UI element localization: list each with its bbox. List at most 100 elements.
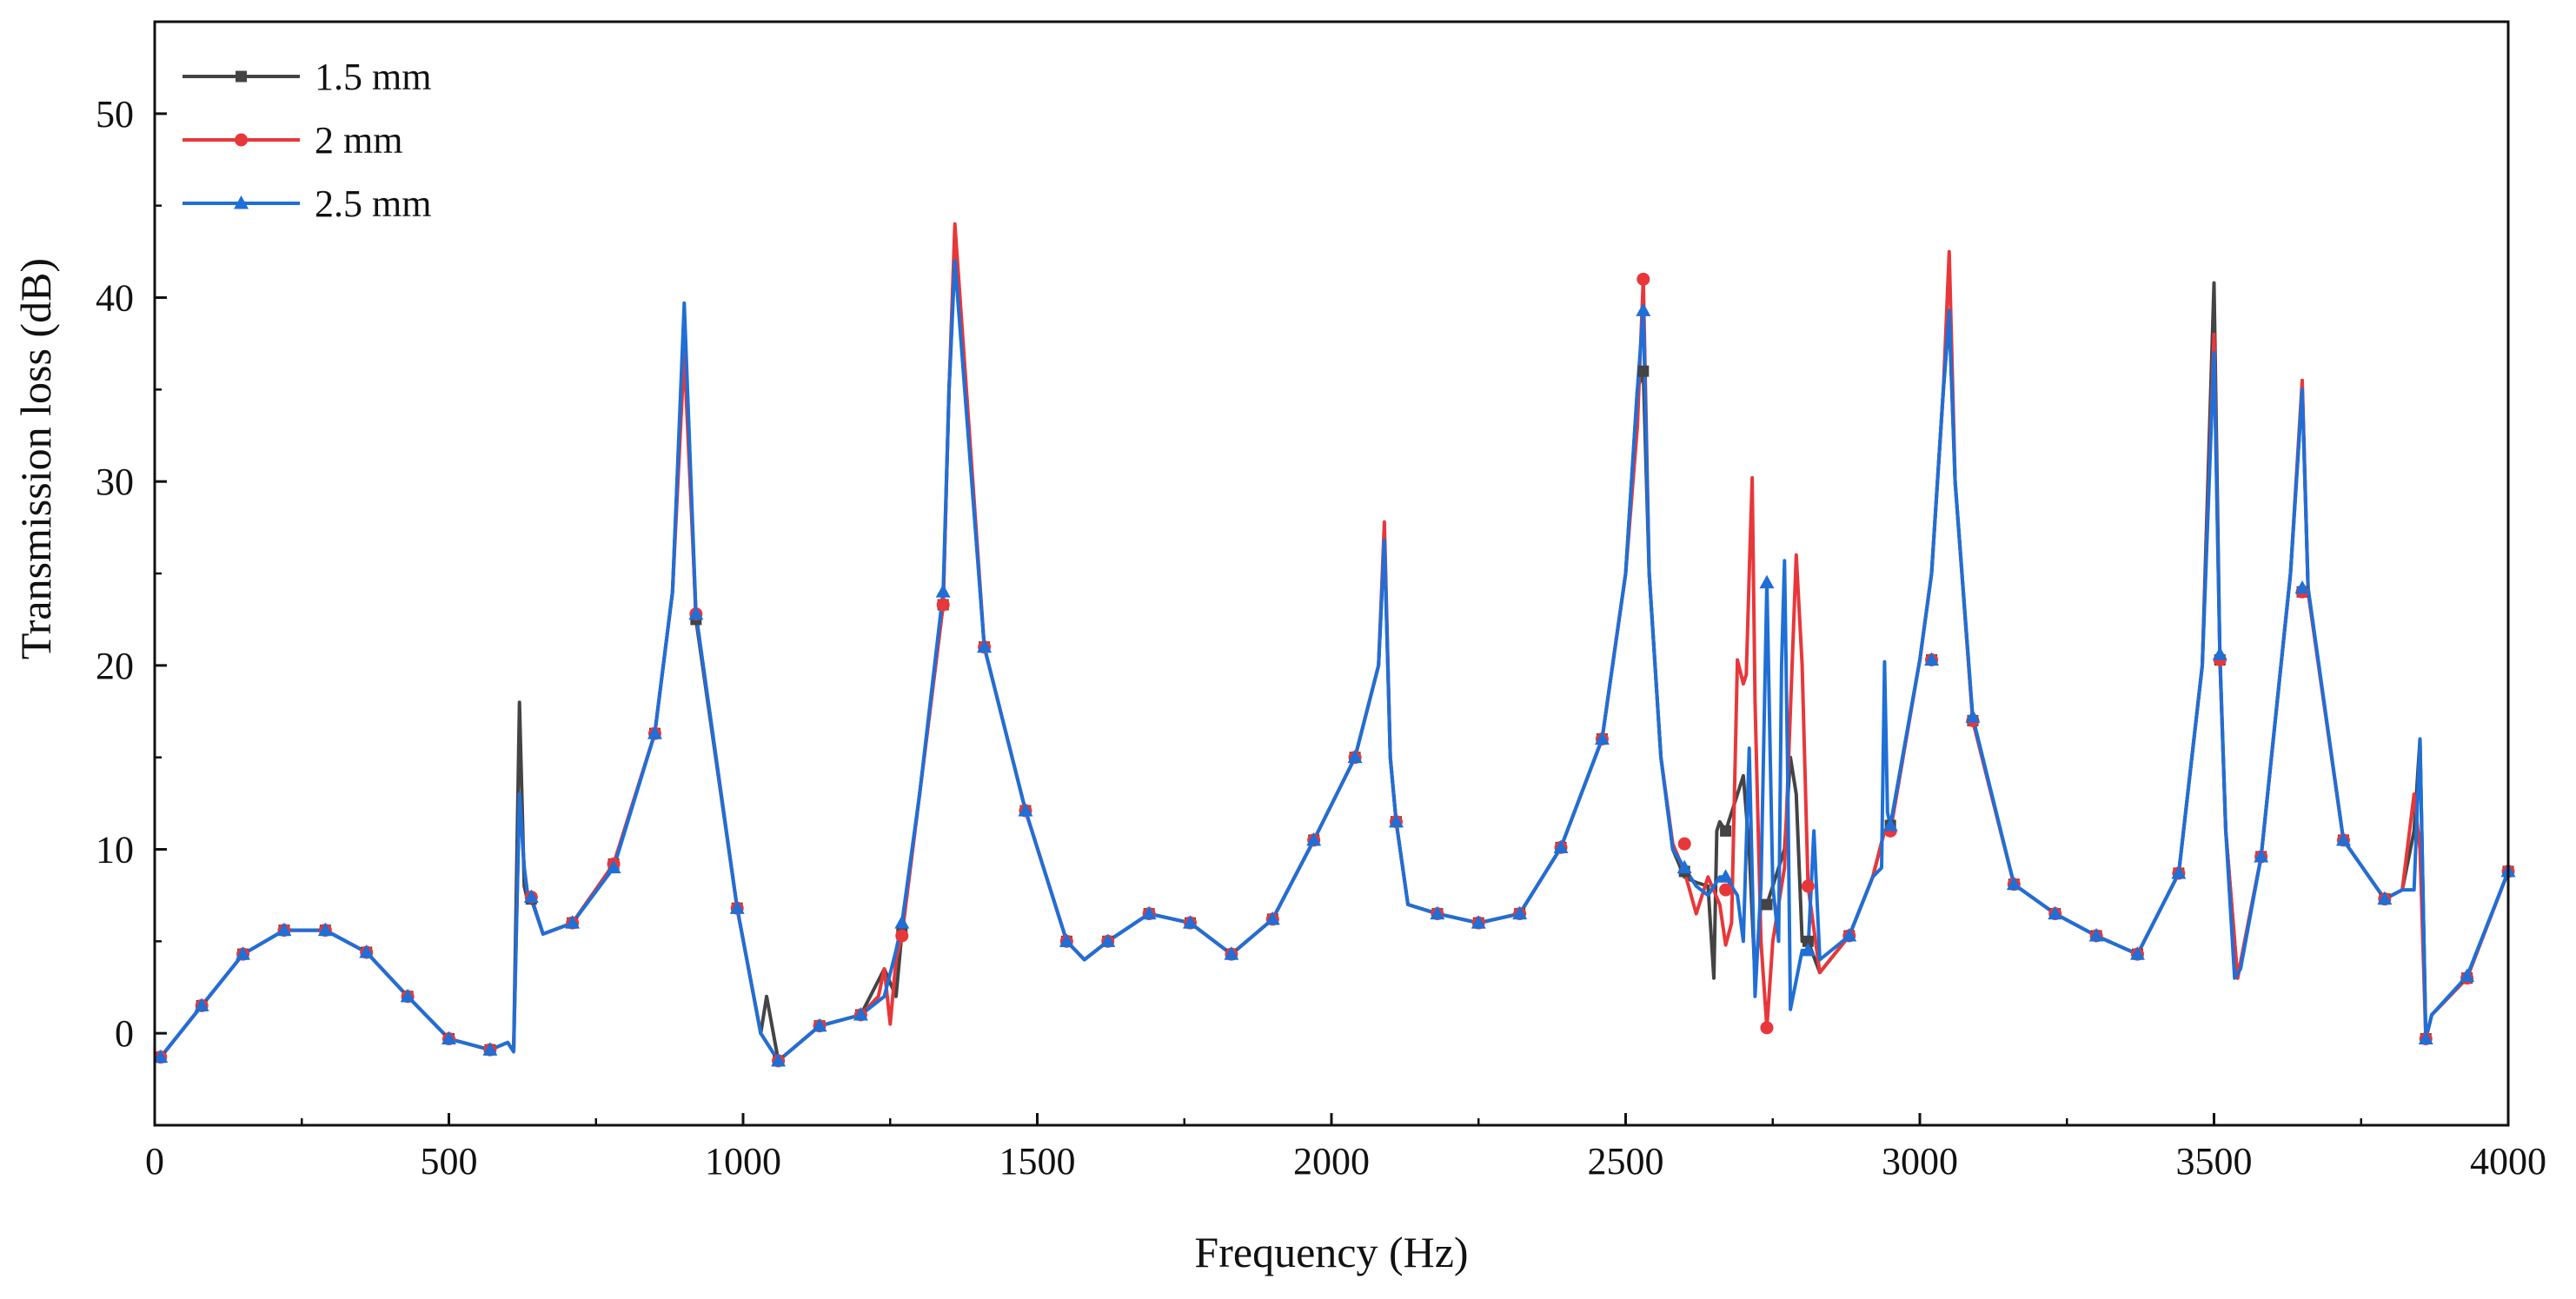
y-tick-label: 10: [96, 829, 134, 872]
series-group-1: [155, 249, 2508, 1063]
data-point: [1842, 927, 1857, 942]
series-markers-2: [154, 272, 2515, 1068]
data-point: [1637, 365, 1650, 377]
y-tick-label: 50: [96, 93, 134, 136]
data-point: [2377, 891, 2393, 905]
legend-label-1: 1.5 mm: [315, 56, 431, 98]
data-point: [194, 997, 209, 1011]
series-markers-3: [153, 302, 2516, 1067]
data-point: [2048, 905, 2063, 920]
data-point: [1801, 879, 1815, 893]
data-point: [1553, 839, 1569, 853]
marks-layer: [153, 222, 2516, 1068]
x-tick-label: 1500: [999, 1140, 1076, 1183]
data-point: [1924, 652, 1940, 666]
series-line-1-5mm: [155, 249, 2508, 1063]
data-point: [1347, 749, 1363, 764]
data-point: [1802, 935, 1814, 947]
data-point: [2294, 580, 2310, 594]
data-point: [1719, 883, 1733, 897]
data-point: [1882, 817, 1898, 832]
series-markers-1: [155, 365, 2514, 1067]
series-line-2-5mm: [155, 259, 2508, 1063]
x-tick-label: 3500: [2176, 1140, 2253, 1183]
data-point: [812, 1017, 827, 1032]
data-point: [359, 944, 375, 958]
data-point: [1018, 803, 1033, 817]
data-point: [2335, 832, 2351, 846]
plot-frame: [153, 20, 2510, 1127]
axes-layer: 0 500 1000 1500 2000 2500 3000 3500 4000 0 10 20 30 4…: [96, 20, 2546, 1183]
legend-label-3: 2.5 mm: [315, 182, 431, 225]
data-point: [1676, 859, 1692, 874]
data-point: [1636, 302, 1651, 316]
data-point: [276, 922, 292, 937]
y-axis-label: Transmission loss (dB): [11, 258, 60, 659]
data-point: [1430, 905, 1445, 920]
data-point: [236, 946, 251, 960]
data-point: [1388, 813, 1404, 828]
data-point: [729, 900, 745, 914]
legend: 1.5 mm 2 mm 2.5 mm: [183, 56, 431, 225]
x-tick-label: 500: [421, 1140, 478, 1183]
data-point: [1512, 905, 1528, 920]
data-point: [2129, 946, 2145, 960]
y-tick-label: 30: [96, 461, 134, 503]
x-tick-label: 1000: [705, 1140, 781, 1183]
data-point: [1594, 731, 1610, 745]
data-point: [2006, 876, 2022, 891]
data-point: [688, 606, 704, 620]
data-point: [2088, 927, 2104, 942]
data-point: [853, 1007, 868, 1021]
data-point: [2171, 865, 2187, 879]
data-point: [894, 915, 910, 929]
data-point: [606, 859, 621, 874]
data-point: [771, 1052, 787, 1067]
legend-marker-1: [236, 70, 247, 83]
series-line-2mm: [155, 222, 2508, 1063]
data-point: [523, 889, 539, 904]
data-point: [647, 726, 662, 739]
legend-label-2: 2 mm: [315, 119, 402, 162]
data-point: [317, 922, 333, 937]
data-point: [1183, 915, 1198, 929]
x-tick-label: 0: [145, 1140, 164, 1183]
data-point: [1800, 942, 1816, 957]
data-point: [1720, 825, 1732, 837]
data-point: [442, 1031, 456, 1045]
series-group-3: [155, 259, 2508, 1063]
data-point: [1637, 272, 1650, 286]
data-point: [2460, 968, 2475, 983]
data-point: [400, 988, 415, 1003]
data-point: [1965, 709, 1981, 723]
x-tick-label: 2500: [1588, 1140, 1664, 1183]
data-point: [935, 584, 951, 598]
y-tick-label: 40: [96, 277, 134, 320]
legend-marker-3: [234, 196, 249, 209]
data-point: [1677, 837, 1691, 851]
data-point: [2418, 1031, 2433, 1045]
data-point: [1471, 915, 1486, 929]
data-point: [1761, 898, 1773, 911]
x-axis-label: Frequency (Hz): [1194, 1228, 1468, 1276]
data-point: [153, 1049, 169, 1064]
data-point: [2212, 646, 2227, 660]
data-point: [936, 598, 950, 612]
data-point: [1759, 574, 1775, 589]
data-point: [482, 1042, 498, 1056]
data-point: [1718, 869, 1734, 883]
x-tick-label: 2000: [1293, 1140, 1370, 1183]
data-point: [895, 929, 909, 943]
series-group-2: [155, 222, 2508, 1063]
x-tick-label: 4000: [2470, 1140, 2546, 1183]
data-point: [1306, 832, 1322, 846]
data-point: [565, 915, 581, 929]
x-tick-label: 3000: [1882, 1140, 1958, 1183]
data-point: [1760, 1021, 1774, 1035]
y-tick-label: 20: [96, 645, 134, 687]
data-point: [2254, 848, 2269, 863]
data-point: [1141, 905, 1157, 920]
data-point: [1059, 933, 1074, 947]
